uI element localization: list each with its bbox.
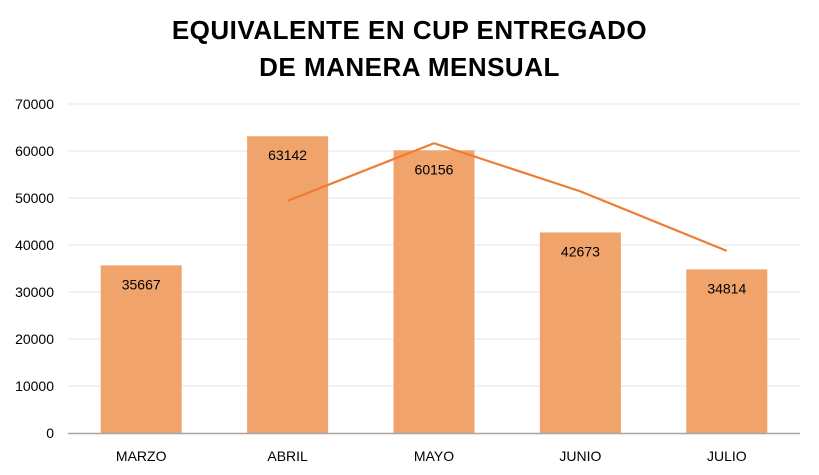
x-tick-label: JULIO [707, 448, 747, 464]
trendline [287, 142, 728, 252]
y-tick-label: 30000 [15, 284, 54, 300]
x-tick-label: ABRIL [267, 448, 308, 464]
x-tick-label: MAYO [414, 448, 454, 464]
y-tick-label: 20000 [15, 331, 54, 347]
chart-title-line-1: EQUIVALENTE EN CUP ENTREGADO [171, 15, 648, 45]
bar [100, 265, 182, 433]
bar [393, 150, 475, 434]
bar [539, 232, 621, 433]
chart-title: EQUIVALENTE EN CUP ENTREGADO DE MANERA M… [0, 12, 819, 86]
y-tick-label: 10000 [15, 378, 54, 394]
y-tick-label: 40000 [15, 237, 54, 253]
y-tick-label: 60000 [15, 143, 54, 159]
data-label: 34814 [707, 280, 746, 296]
bar [686, 269, 768, 433]
y-tick-label: 70000 [15, 96, 54, 112]
data-label: 42673 [561, 243, 600, 259]
data-label: 63142 [268, 147, 307, 163]
data-label: 60156 [415, 161, 454, 177]
chart-title-line-2: DE MANERA MENSUAL [259, 52, 560, 82]
y-tick-label: 50000 [15, 190, 54, 206]
x-tick-label: MARZO [116, 448, 167, 464]
y-tick-label: 0 [46, 425, 54, 441]
data-label: 35667 [122, 276, 161, 292]
x-tick-label: JUNIO [559, 448, 601, 464]
bar [247, 136, 329, 433]
